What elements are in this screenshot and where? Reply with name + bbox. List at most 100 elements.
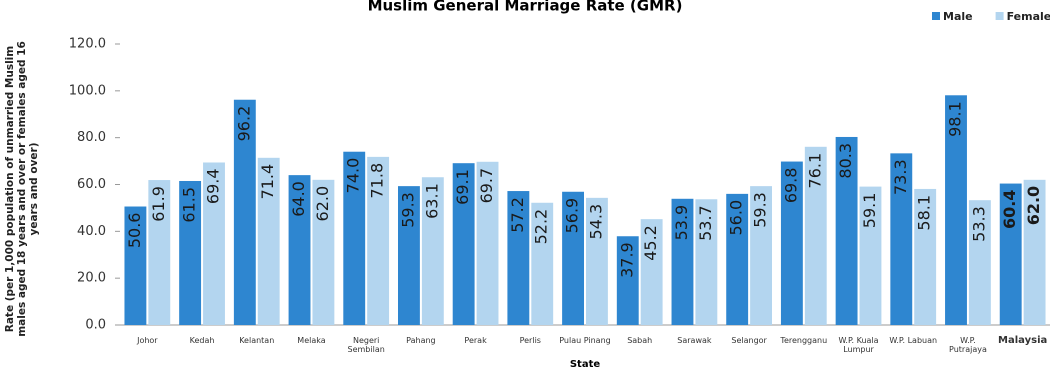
x-tick-label: Sarawak [677,336,712,345]
data-label: 56.9 [563,198,582,234]
legend-swatch [932,12,940,20]
data-label: 50.6 [125,213,144,249]
bar [945,95,967,325]
x-tick-label: Kelantan [239,336,275,345]
bar [835,136,858,325]
x-tick-label: Johor [137,336,158,345]
legend-label: Female [1007,10,1050,23]
bar [179,180,202,325]
legend-label: Male [943,10,973,23]
bar [288,175,311,325]
data-label: 98.1 [946,101,965,137]
data-label: 62.0 [1024,186,1043,225]
data-label: 59.3 [751,192,770,228]
data-label: 61.9 [149,186,168,222]
data-label: 71.4 [258,164,277,200]
bar [421,177,444,325]
data-label: 59.3 [398,192,417,228]
x-tick-label: Terengganu [780,336,828,345]
data-label: 59.1 [860,193,879,229]
bar [203,162,225,325]
data-label: 96.2 [234,106,253,142]
x-tick-label: W.P. Kuala Lumpur [838,336,879,354]
x-tick-label: Kedah [189,336,215,345]
legend-swatch [995,12,1004,20]
data-label: 53.9 [672,205,691,241]
bar [671,198,694,325]
bar [586,197,608,325]
data-label: 57.2 [508,197,527,233]
data-label: 54.3 [586,204,605,240]
bar [999,183,1022,325]
x-tick-label: Selangor [731,336,767,345]
data-label: 60.4 [1000,190,1019,229]
data-label: 63.1 [422,183,441,219]
bar [507,191,530,325]
x-tick-label: Perak [464,336,487,345]
y-tick-label: 20.0 [77,271,106,286]
bar [750,186,772,325]
x-tick-label: Malaysia [998,335,1048,346]
x-tick-label: W.P. Putrajaya [949,336,987,354]
data-label: 76.1 [805,153,824,189]
y-tick-label: 100.0 [69,83,106,98]
bar [890,153,913,325]
data-label: 52.2 [532,209,551,245]
data-label: 71.8 [368,163,387,199]
bar [148,180,171,325]
x-tick-label: Pulau Pinang [559,336,611,345]
bar [367,156,390,325]
bar [531,202,554,325]
data-label: 53.3 [969,206,988,242]
bar [476,161,499,325]
bar [257,157,280,325]
bar [804,146,827,325]
x-tick-label: Negeri Sembilan [347,336,385,354]
data-label: 80.3 [836,143,855,179]
x-tick-label: Melaka [297,336,326,345]
bar [562,191,584,325]
y-tick-label: 80.0 [77,130,106,145]
data-label: 69.4 [204,168,223,204]
data-label: 53.7 [696,205,715,241]
y-axis-title: Rate (per 1,000 population of unmarried … [4,41,40,337]
data-label: 37.9 [617,242,636,278]
data-label: 64.0 [289,181,308,217]
bar [859,186,882,325]
bar [726,193,749,325]
data-label: 73.3 [891,159,910,195]
data-label: 69.1 [453,169,472,205]
data-label: 61.5 [180,187,199,223]
chart-title: Muslim General Marriage Rate (GMR) [368,0,683,15]
data-label: 74.0 [344,158,363,194]
y-tick-label: 120.0 [69,37,106,52]
bar [233,99,256,326]
bar [312,179,335,325]
data-label: 69.7 [477,168,496,204]
data-label: 45.2 [641,225,660,261]
bar [1023,179,1046,325]
bar [343,151,366,325]
bar [780,161,803,325]
x-tick-label: W.P. Labuan [889,336,938,345]
x-tick-label: Pahang [406,336,436,345]
bar [968,200,991,325]
x-tick-label: Perlis [519,336,541,345]
data-label: 62.0 [313,186,332,222]
bar [640,219,663,325]
bar [914,188,937,325]
x-tick-label: Sabah [627,336,653,345]
bar [452,163,475,325]
bar [124,206,147,325]
x-axis-title: State [570,359,601,370]
data-label: 69.8 [781,168,800,204]
y-tick-label: 60.0 [77,177,106,192]
y-tick-label: 0.0 [85,318,106,333]
y-tick-label: 40.0 [77,224,106,239]
bar [695,199,718,325]
data-label: 58.1 [915,195,934,231]
bar [616,236,639,325]
bar [398,186,420,325]
